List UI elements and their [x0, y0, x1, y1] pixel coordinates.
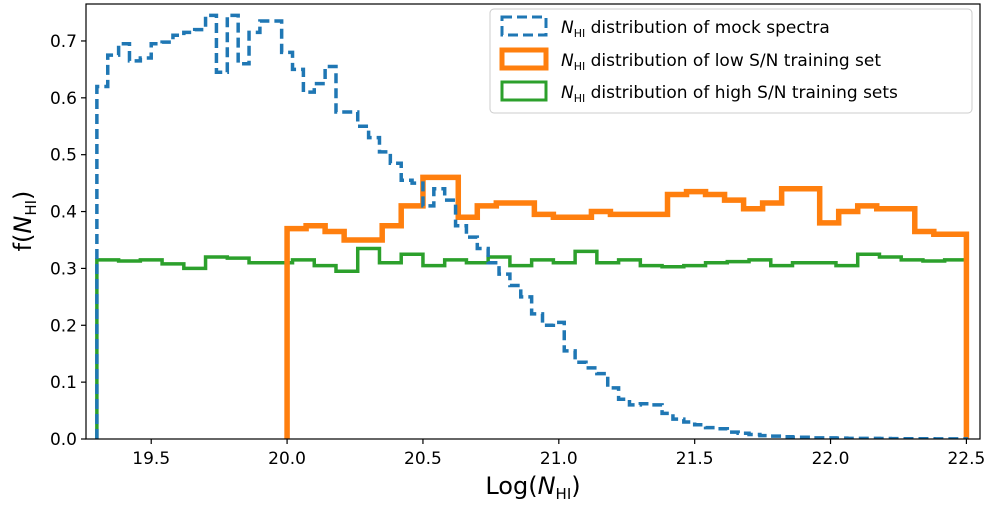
x-axis-label-sub: HI	[556, 485, 572, 503]
legend-mock-var: N	[561, 18, 574, 38]
plot-frame	[85, 3, 981, 440]
legend-entry-low-sn: NHI distribution of low S/N training set	[561, 51, 881, 73]
series-line-low-sn-training	[284, 174, 970, 439]
x-tick-label: 21.0	[540, 449, 578, 469]
x-axis-label-prefix: Log(	[485, 472, 537, 500]
y-axis-label-suffix: )	[9, 191, 37, 200]
x-tick-label: 20.0	[268, 449, 306, 469]
y-axis-ticks: 0.0 0.1 0.2 0.3 0.4 0.5 0.6 0.7	[50, 32, 86, 450]
x-axis-label-suffix: )	[571, 472, 580, 500]
y-tick-label: 0.4	[50, 203, 77, 223]
y-tick-label: 0.3	[50, 259, 77, 279]
y-tick-label: 0.6	[50, 89, 77, 109]
y-tick-label: 0.2	[50, 316, 77, 336]
series-layer	[95, 13, 970, 439]
legend-low-sn-var: N	[561, 51, 574, 71]
x-axis-label: Log(NHI)	[485, 472, 580, 503]
x-tick-label: 20.5	[404, 449, 442, 469]
legend: NHI distribution of mock spectra NHI dis…	[489, 8, 973, 114]
x-axis-ticks: 19.5 20.0 20.5 21.0 21.5 22.0 22.5	[132, 439, 985, 469]
legend-mock-text: distribution of mock spectra	[585, 18, 830, 38]
legend-mock-sub: HI	[574, 27, 586, 40]
series-line-high-sn-training	[95, 246, 969, 439]
y-tick-label: 0.0	[50, 430, 77, 450]
series-line-mock-spectra	[95, 13, 969, 439]
legend-entry-high-sn: NHI distribution of high S/N training se…	[561, 83, 898, 105]
y-axis-label-prefix: f(	[9, 234, 37, 252]
y-tick-label: 0.1	[50, 373, 77, 393]
x-tick-label: 22.0	[812, 449, 850, 469]
legend-frame	[489, 8, 973, 114]
x-tick-label: 21.5	[676, 449, 714, 469]
legend-swatch-mock	[500, 15, 548, 37]
y-axis-label: f(NHI)	[9, 191, 40, 252]
legend-swatch-low-sn	[499, 47, 549, 71]
x-axis-label-var: N	[538, 472, 556, 500]
legend-high-sn-sub: HI	[574, 92, 586, 105]
y-tick-label: 0.7	[50, 32, 77, 52]
y-axis-label-var: N	[9, 216, 37, 234]
legend-high-sn-text: distribution of high S/N training sets	[585, 83, 898, 103]
legend-entry-mock: NHI distribution of mock spectra	[561, 18, 830, 40]
y-axis-label-sub: HI	[22, 200, 40, 216]
legend-low-sn-sub: HI	[574, 60, 586, 73]
y-tick-label: 0.5	[50, 146, 77, 166]
x-tick-label: 19.5	[132, 449, 170, 469]
x-tick-label: 22.5	[947, 449, 985, 469]
legend-low-sn-text: distribution of low S/N training set	[585, 51, 881, 71]
legend-high-sn-var: N	[561, 83, 574, 103]
legend-swatch-high-sn	[500, 80, 548, 102]
